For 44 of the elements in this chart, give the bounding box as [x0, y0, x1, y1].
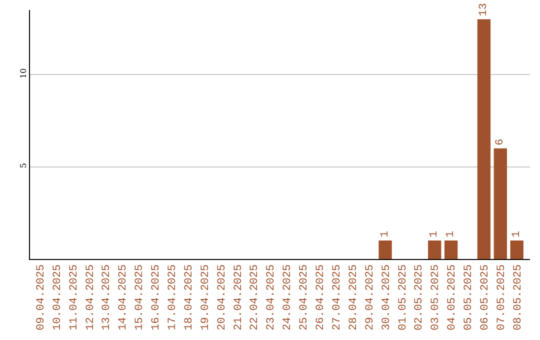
x-tick-label: 09.04.2025	[35, 264, 48, 330]
x-tick-label: 02.05.2025	[414, 264, 426, 330]
x-tick-label: 18.04.2025	[183, 264, 196, 330]
bar	[494, 148, 507, 259]
x-tick-label: 28.04.2025	[348, 264, 360, 330]
x-tick-label: 11.04.2025	[68, 264, 80, 330]
data-label: 1	[428, 230, 441, 238]
bar	[378, 240, 392, 259]
x-tick-label: 15.04.2025	[134, 264, 146, 330]
data-label: 1	[445, 230, 458, 238]
x-tick-label: 05.05.2025	[463, 264, 476, 330]
x-tick-label: 26.04.2025	[315, 264, 328, 330]
bar	[444, 240, 458, 259]
bar	[477, 19, 491, 259]
x-tick-label: 24.04.2025	[282, 264, 294, 330]
x-tick-label: 19.04.2025	[200, 264, 212, 330]
x-tick-label: 03.05.2025	[430, 264, 442, 330]
data-label: 1	[379, 230, 392, 238]
x-tick-label: 01.05.2025	[397, 264, 410, 330]
x-tick-label: 17.04.2025	[167, 264, 180, 330]
data-label: 1	[510, 230, 523, 238]
bar	[510, 240, 524, 259]
x-tick-label: 06.05.2025	[480, 264, 492, 330]
x-tick-label: 07.05.2025	[496, 264, 508, 330]
data-label: 6	[494, 138, 506, 146]
x-tick-label: 27.04.2025	[331, 264, 344, 330]
x-tick-label: 16.04.2025	[150, 264, 163, 330]
y-tick-label: 10	[18, 68, 28, 78]
x-tick-label: 22.04.2025	[249, 264, 262, 330]
x-tick-label: 08.05.2025	[512, 264, 524, 330]
x-tick-label: 12.04.2025	[84, 264, 97, 330]
y-tick-label: 5	[18, 163, 28, 168]
x-tick-label: 23.04.2025	[266, 264, 278, 330]
x-tick-label: 30.04.2025	[380, 264, 393, 330]
x-tick-label: 25.04.2025	[298, 264, 311, 330]
x-tick-label: 14.04.2025	[118, 264, 130, 330]
x-tick-label: 04.05.2025	[446, 264, 459, 330]
x-tick-label: 10.04.2025	[52, 264, 64, 330]
data-label: 13	[478, 3, 490, 16]
bar	[428, 240, 442, 259]
x-tick-label: 29.04.2025	[364, 264, 376, 330]
x-tick-label: 21.04.2025	[232, 264, 245, 330]
x-tick-label: 13.04.2025	[101, 264, 114, 330]
x-tick-label: 20.04.2025	[216, 264, 228, 330]
